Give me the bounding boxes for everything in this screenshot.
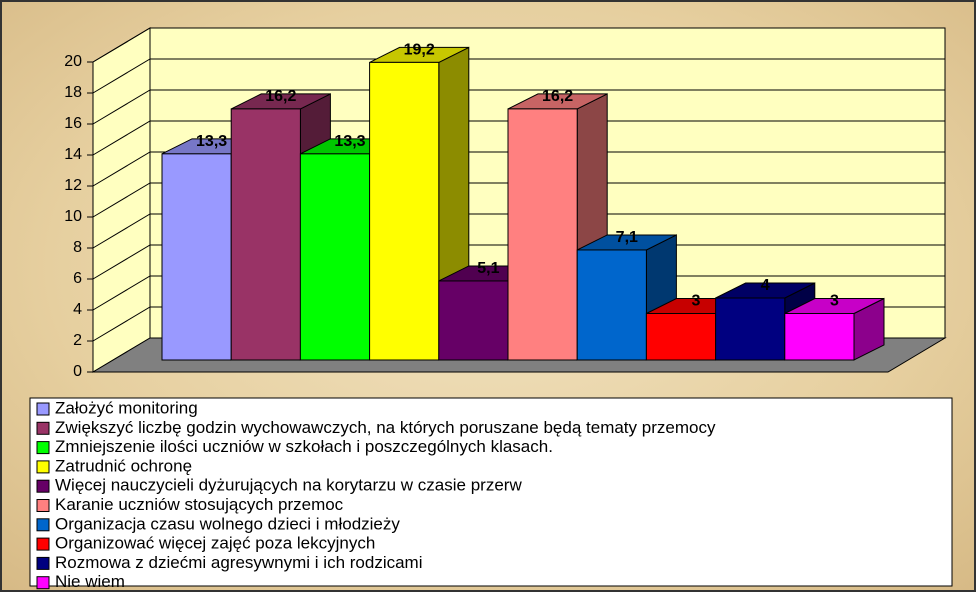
y-tick-label: 18	[64, 84, 82, 101]
bar-front	[576, 249, 647, 361]
grid-line	[92, 275, 945, 311]
legend-swatch	[36, 537, 50, 551]
y-tick-label: 2	[73, 332, 82, 349]
y-tick-label: 14	[64, 146, 82, 163]
data-label: 4	[761, 277, 770, 294]
bar-front	[299, 153, 371, 361]
y-tick-label: 6	[73, 270, 82, 287]
grid-line	[92, 58, 945, 94]
y-tick-label: 10	[64, 208, 82, 225]
grid-line	[92, 213, 945, 249]
legend-swatch	[36, 499, 50, 512]
legend-label: Organizować więcej zajęć poza lekcyjnych	[55, 534, 375, 553]
data-label: 13,3	[334, 133, 365, 150]
legend-label: Organizacja czasu wolnego dzieci i młodz…	[55, 514, 400, 533]
grid-line	[92, 182, 945, 218]
legend-swatch	[36, 518, 50, 532]
bar-front	[715, 297, 786, 361]
legend-swatch	[36, 460, 50, 474]
legend-swatch	[36, 576, 50, 590]
legend-swatch	[36, 556, 50, 570]
data-label: 19,2	[404, 42, 435, 59]
grid-line	[92, 244, 945, 280]
legend-label: Więcej nauczycieli dyżurujących na koryt…	[55, 476, 522, 495]
legend-label: Karanie uczniów stosujących przemoc	[55, 495, 344, 514]
legend-label: Zmniejszenie ilości uczniów w szkołach i…	[55, 437, 553, 456]
y-tick-label: 4	[73, 301, 82, 318]
bar-front	[161, 153, 232, 361]
bar-front	[507, 108, 578, 361]
legend-swatch	[36, 421, 50, 435]
y-tick-label: 12	[64, 177, 82, 194]
grid-line	[92, 89, 945, 125]
data-label: 16,2	[265, 88, 296, 105]
legend-label: Rozmowa z dziećmi agresywnymi i ich rodz…	[55, 553, 422, 572]
bar-front	[438, 280, 509, 361]
bar-front	[784, 313, 855, 361]
legend-label: Zatrudnić ochronę	[55, 456, 192, 475]
data-label: 5,1	[477, 260, 499, 277]
bar-front	[230, 108, 301, 361]
legend-label: Zwiększyć liczbę godzin wychowawczych, n…	[55, 418, 716, 437]
bar-front	[645, 313, 717, 361]
grid-line	[92, 151, 945, 187]
data-label: 16,2	[542, 88, 573, 105]
bar-front	[369, 61, 440, 361]
legend-label: Nie wiem	[55, 572, 125, 591]
data-label: 13,3	[196, 133, 227, 150]
grid-line	[92, 27, 945, 63]
grid-line	[92, 120, 945, 156]
data-label: 3	[830, 293, 839, 310]
y-tick-label: 16	[64, 115, 82, 132]
data-label: 3	[692, 293, 701, 310]
legend	[29, 397, 953, 587]
y-tick-label: 0	[73, 363, 82, 380]
bar	[784, 297, 885, 361]
legend-swatch	[36, 441, 50, 455]
legend-label: Założyć monitoring	[55, 398, 198, 417]
legend-swatch	[36, 479, 50, 493]
y-tick-label: 8	[73, 239, 82, 256]
y-tick-label: 20	[64, 53, 82, 70]
legend-swatch	[36, 402, 50, 416]
data-label: 7,1	[616, 229, 638, 246]
